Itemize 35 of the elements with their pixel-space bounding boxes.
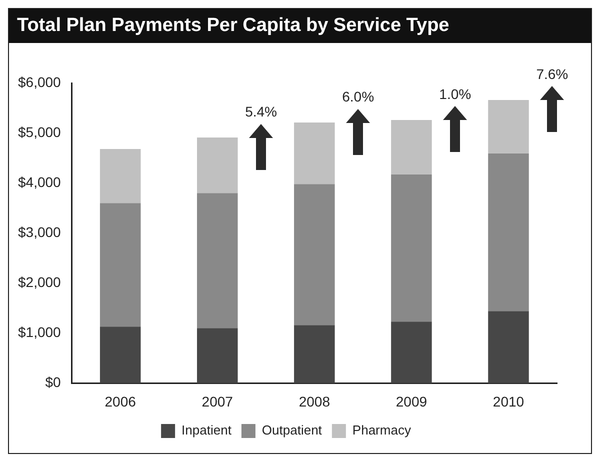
legend-label: Pharmacy — [352, 422, 412, 438]
bar — [391, 174, 432, 322]
y-tick-label: $0 — [45, 374, 62, 390]
x-tick-label: 2009 — [396, 393, 428, 410]
y-tick-label: $1,000 — [18, 324, 62, 340]
annotation: 1.0% — [439, 86, 472, 102]
bar — [196, 328, 238, 384]
y-tick-label: $6,000 — [18, 74, 62, 90]
bar — [294, 122, 335, 184]
legend-label: Outpatient — [262, 422, 322, 438]
bar — [294, 184, 335, 326]
chart-title: Total Plan Payments Per Capita by Service Type — [9, 9, 591, 43]
bar — [488, 100, 529, 154]
annotation: 6.0% — [342, 88, 374, 104]
bar — [488, 311, 529, 384]
legend-label: Inpatient — [182, 422, 232, 438]
text: 7.6% — [536, 66, 568, 82]
y-tick-label: $2,000 — [18, 274, 62, 290]
x-tick-label: 2010 — [492, 393, 524, 410]
bar — [100, 203, 141, 327]
y-tick-label: $5,000 — [18, 124, 62, 140]
bar — [294, 325, 335, 384]
bar — [196, 193, 238, 328]
bar — [391, 322, 432, 384]
bar — [391, 120, 432, 175]
x-tick-label: 2008 — [298, 393, 330, 410]
bar — [100, 326, 141, 384]
bar — [196, 138, 238, 194]
y-tick-label: $4,000 — [18, 174, 62, 190]
bar — [100, 149, 141, 204]
annotation: 5.4% — [245, 103, 277, 120]
bar — [488, 154, 529, 312]
x-tick-label: 2006 — [104, 393, 136, 410]
y-tick-label: $3,000 — [18, 224, 62, 240]
x-tick-label: 2007 — [202, 393, 234, 410]
